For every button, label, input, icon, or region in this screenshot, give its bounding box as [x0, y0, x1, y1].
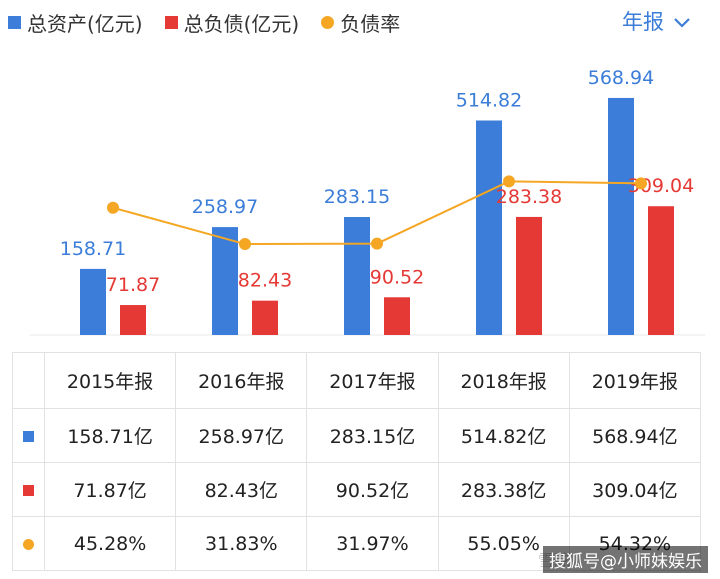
ratio-point: [503, 175, 515, 188]
table-cell: 158.71亿: [43, 408, 177, 463]
ratio-point: [107, 201, 119, 214]
bar-assets: [476, 120, 502, 335]
ratio-point: [635, 177, 647, 190]
table-row-icon-cell: [12, 516, 45, 571]
period-selector-label: 年报: [622, 10, 664, 34]
orange-dot-icon: [23, 538, 34, 550]
table-cell: 45.28%: [43, 516, 177, 571]
table-row-liabilities: 71.87亿 82.43亿 90.52亿 283.38亿 309.04亿: [12, 462, 702, 517]
legend-assets-swatch: [8, 15, 21, 29]
data-table: 2015年报 2016年报 2017年报 2018年报 2019年报 158.7…: [12, 352, 702, 571]
table-cell: 82.43亿: [175, 462, 308, 517]
chevron-down-icon: [674, 9, 690, 33]
data-label-assets: 568.94: [588, 67, 654, 89]
bar-assets: [212, 227, 238, 335]
data-label-liabilities: 82.43: [238, 270, 292, 292]
table-row-icon-cell: [12, 408, 45, 463]
ratio-point: [239, 238, 251, 251]
data-label-assets: 258.97: [192, 196, 258, 218]
bar-liabilities: [252, 300, 278, 335]
legend-item-assets[interactable]: 总资产(亿元): [8, 8, 143, 37]
blue-square-icon: [23, 430, 34, 442]
chart-legend: 总资产(亿元) 总负债(亿元) 负债率: [8, 8, 422, 36]
bar-liabilities: [120, 305, 146, 335]
legend-ratio-label: 负债率: [340, 11, 401, 36]
bar-liabilities: [648, 206, 674, 335]
bar-liabilities: [516, 216, 542, 335]
legend-item-ratio[interactable]: 负债率: [321, 8, 400, 37]
table-row-icon-cell: [12, 462, 45, 517]
table-cell: 514.82亿: [437, 408, 570, 463]
data-label-liabilities: 283.38: [496, 186, 562, 208]
table-cell: 90.52亿: [306, 462, 439, 517]
data-label-liabilities: 71.87: [106, 274, 160, 296]
bar-assets: [608, 97, 634, 335]
legend-ratio-dot: [321, 15, 335, 29]
table-header-cell: 2019年报: [568, 352, 702, 409]
table-cell: 71.87亿: [43, 462, 177, 517]
table-row-assets: 158.71亿 258.97亿 283.15亿 514.82亿 568.94亿: [12, 408, 702, 463]
bar-liabilities: [384, 297, 410, 335]
chart-area: 158.71 71.87 258.97 82.43 283.15 90.52 514.82 2…: [30, 67, 705, 336]
table-cell: 31.97%: [306, 516, 439, 571]
table-header-cell: 2016年报: [175, 352, 308, 409]
data-label-assets: 283.15: [324, 186, 390, 208]
bar-assets: [80, 268, 106, 335]
legend-assets-label: 总资产(亿元): [27, 11, 143, 36]
table-cell: 31.83%: [175, 516, 308, 571]
bar-assets: [344, 217, 370, 335]
watermark-text: 搜狐号@小师妹娱乐: [543, 546, 708, 573]
table-header-row: 2015年报 2016年报 2017年报 2018年报 2019年报: [12, 352, 702, 409]
table-header-cell: 2015年报: [43, 352, 177, 409]
legend-liabilities-label: 总负债(亿元): [183, 11, 300, 36]
table-header-cell: 2018年报: [437, 352, 570, 409]
table-cell: 283.38亿: [437, 462, 570, 517]
red-square-icon: [23, 484, 34, 496]
data-label-assets: 514.82: [456, 89, 522, 111]
table-corner-cell: [12, 352, 45, 409]
table-header-cell: 2017年报: [306, 352, 439, 409]
table-cell: 309.04亿: [568, 462, 702, 517]
period-selector[interactable]: 年报: [622, 6, 690, 36]
ratio-point: [371, 237, 383, 250]
table-cell: 568.94亿: [568, 408, 702, 463]
data-label-assets: 158.71: [60, 238, 126, 260]
table-cell: 258.97亿: [175, 408, 308, 463]
legend-item-liabilities[interactable]: 总负债(亿元): [164, 8, 300, 37]
table-cell: 283.15亿: [306, 408, 439, 463]
legend-liabilities-swatch: [164, 15, 178, 29]
data-label-liabilities: 90.52: [370, 266, 424, 288]
